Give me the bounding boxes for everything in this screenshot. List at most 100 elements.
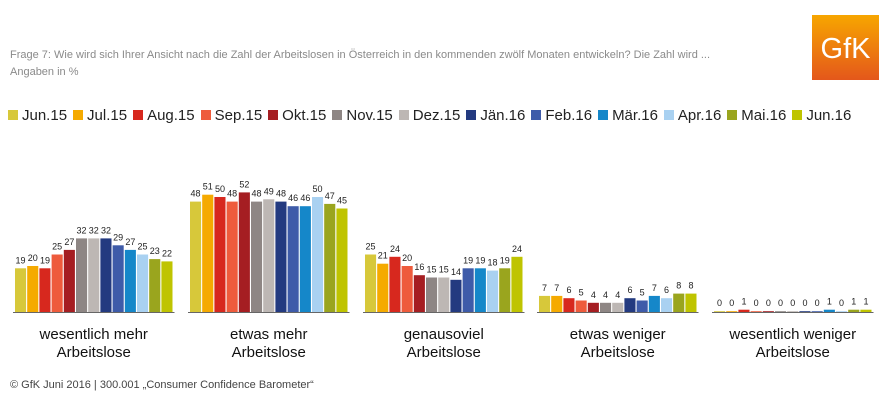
- bar: [389, 256, 401, 312]
- bar: [413, 275, 425, 312]
- bar: [811, 311, 823, 312]
- bar: [299, 206, 311, 312]
- legend-label: Apr.16: [677, 106, 722, 124]
- bar-value-label: 27: [125, 237, 135, 247]
- bar-value-label: 19: [475, 255, 485, 265]
- bar-value-label: 52: [239, 179, 249, 189]
- bar-value-label: 0: [802, 298, 807, 308]
- bar: [661, 298, 673, 312]
- bar-value-label: 24: [512, 244, 522, 254]
- legend-swatch: [332, 110, 343, 120]
- bar-value-label: 25: [366, 242, 376, 252]
- bar: [799, 311, 811, 312]
- bar: [539, 295, 551, 312]
- logo-text: GfK: [821, 33, 872, 65]
- legend-label: Nov.15: [346, 106, 393, 124]
- category-label: Arbeitslose: [756, 344, 830, 361]
- bar: [190, 201, 202, 312]
- bar: [685, 293, 697, 312]
- bar: [27, 266, 39, 312]
- bar: [275, 201, 287, 312]
- gfk-logo: GfK: [812, 15, 879, 80]
- category-label: Arbeitslose: [57, 344, 131, 361]
- bar: [587, 302, 599, 312]
- category-label: etwas mehr: [230, 326, 308, 343]
- bar: [787, 311, 799, 312]
- category-label: Arbeitslose: [232, 344, 306, 361]
- legend-swatch: [73, 110, 84, 120]
- bar-value-label: 47: [325, 191, 335, 201]
- bar-value-label: 6: [664, 285, 669, 295]
- bar: [251, 201, 263, 312]
- bar: [88, 238, 100, 312]
- bar: [600, 302, 612, 312]
- bar: [76, 238, 88, 312]
- legend-swatch: [531, 110, 542, 120]
- bar: [161, 261, 173, 312]
- legend-swatch: [133, 110, 144, 120]
- bar-value-label: 48: [252, 189, 262, 199]
- logo-background: [812, 15, 879, 80]
- legend-item: Jun.15: [8, 107, 67, 124]
- bar-value-label: 6: [627, 285, 632, 295]
- bar-value-label: 19: [500, 255, 510, 265]
- bar-value-label: 0: [754, 298, 759, 308]
- legend-swatch: [466, 110, 477, 120]
- bar-value-label: 5: [579, 288, 584, 298]
- bar-value-label: 51: [203, 182, 213, 192]
- bar-value-label: 46: [300, 193, 310, 203]
- bar: [673, 293, 685, 312]
- legend-item: Aug.15: [133, 107, 195, 124]
- legend-label: Okt.15: [282, 106, 327, 124]
- legend-item: Mai.16: [727, 107, 786, 124]
- bar: [726, 311, 738, 312]
- bar: [551, 295, 563, 312]
- legend-item: Jun.16: [792, 107, 851, 124]
- bar-value-label: 15: [439, 265, 449, 275]
- legend-item: Jul.15: [73, 107, 127, 124]
- bar: [612, 302, 624, 312]
- legend-item: Mär.16: [598, 107, 658, 124]
- bar-value-label: 4: [603, 290, 608, 300]
- bar-value-label: 0: [717, 298, 722, 308]
- category-label: etwas weniger: [570, 326, 666, 343]
- bar-value-label: 49: [264, 186, 274, 196]
- bar: [39, 268, 51, 312]
- bar-value-label: 4: [615, 290, 620, 300]
- bar-value-label: 0: [778, 298, 783, 308]
- bar-value-label: 32: [89, 225, 99, 235]
- bar: [636, 300, 648, 312]
- bar: [648, 295, 660, 312]
- bar-value-label: 27: [64, 237, 74, 247]
- bar-value-label: 1: [827, 297, 832, 307]
- category-label: wesentlich weniger: [728, 326, 856, 343]
- legend-item: Dez.15: [398, 106, 461, 124]
- unit-note: Angaben in %: [10, 66, 79, 78]
- legend-swatch: [663, 110, 674, 120]
- bar: [450, 279, 462, 312]
- legend-item: Jän.16: [466, 107, 525, 124]
- bar: [438, 277, 450, 312]
- bar-value-label: 0: [839, 298, 844, 308]
- legend-item: Sep.15: [200, 107, 262, 124]
- bar-value-label: 20: [402, 253, 412, 263]
- bar-value-label: 18: [488, 258, 498, 268]
- bar-value-label: 1: [863, 297, 868, 307]
- bar-value-label: 45: [337, 196, 347, 206]
- legend-swatch: [200, 110, 211, 120]
- legend-label: Jun.16: [806, 106, 852, 124]
- bar: [563, 298, 575, 312]
- legend-label: Dez.15: [412, 106, 461, 124]
- legend-label: Mai.16: [741, 106, 787, 124]
- bar: [624, 298, 636, 312]
- legend-swatch: [398, 110, 409, 120]
- legend-item: Feb.16: [531, 107, 592, 124]
- legend-label: Jän.16: [480, 106, 526, 124]
- bar: [499, 268, 511, 312]
- bar-value-label: 1: [851, 297, 856, 307]
- bar: [124, 249, 136, 312]
- bar-value-label: 25: [138, 242, 148, 252]
- bar: [63, 249, 75, 312]
- bar: [474, 268, 486, 312]
- legend-swatch: [727, 110, 738, 120]
